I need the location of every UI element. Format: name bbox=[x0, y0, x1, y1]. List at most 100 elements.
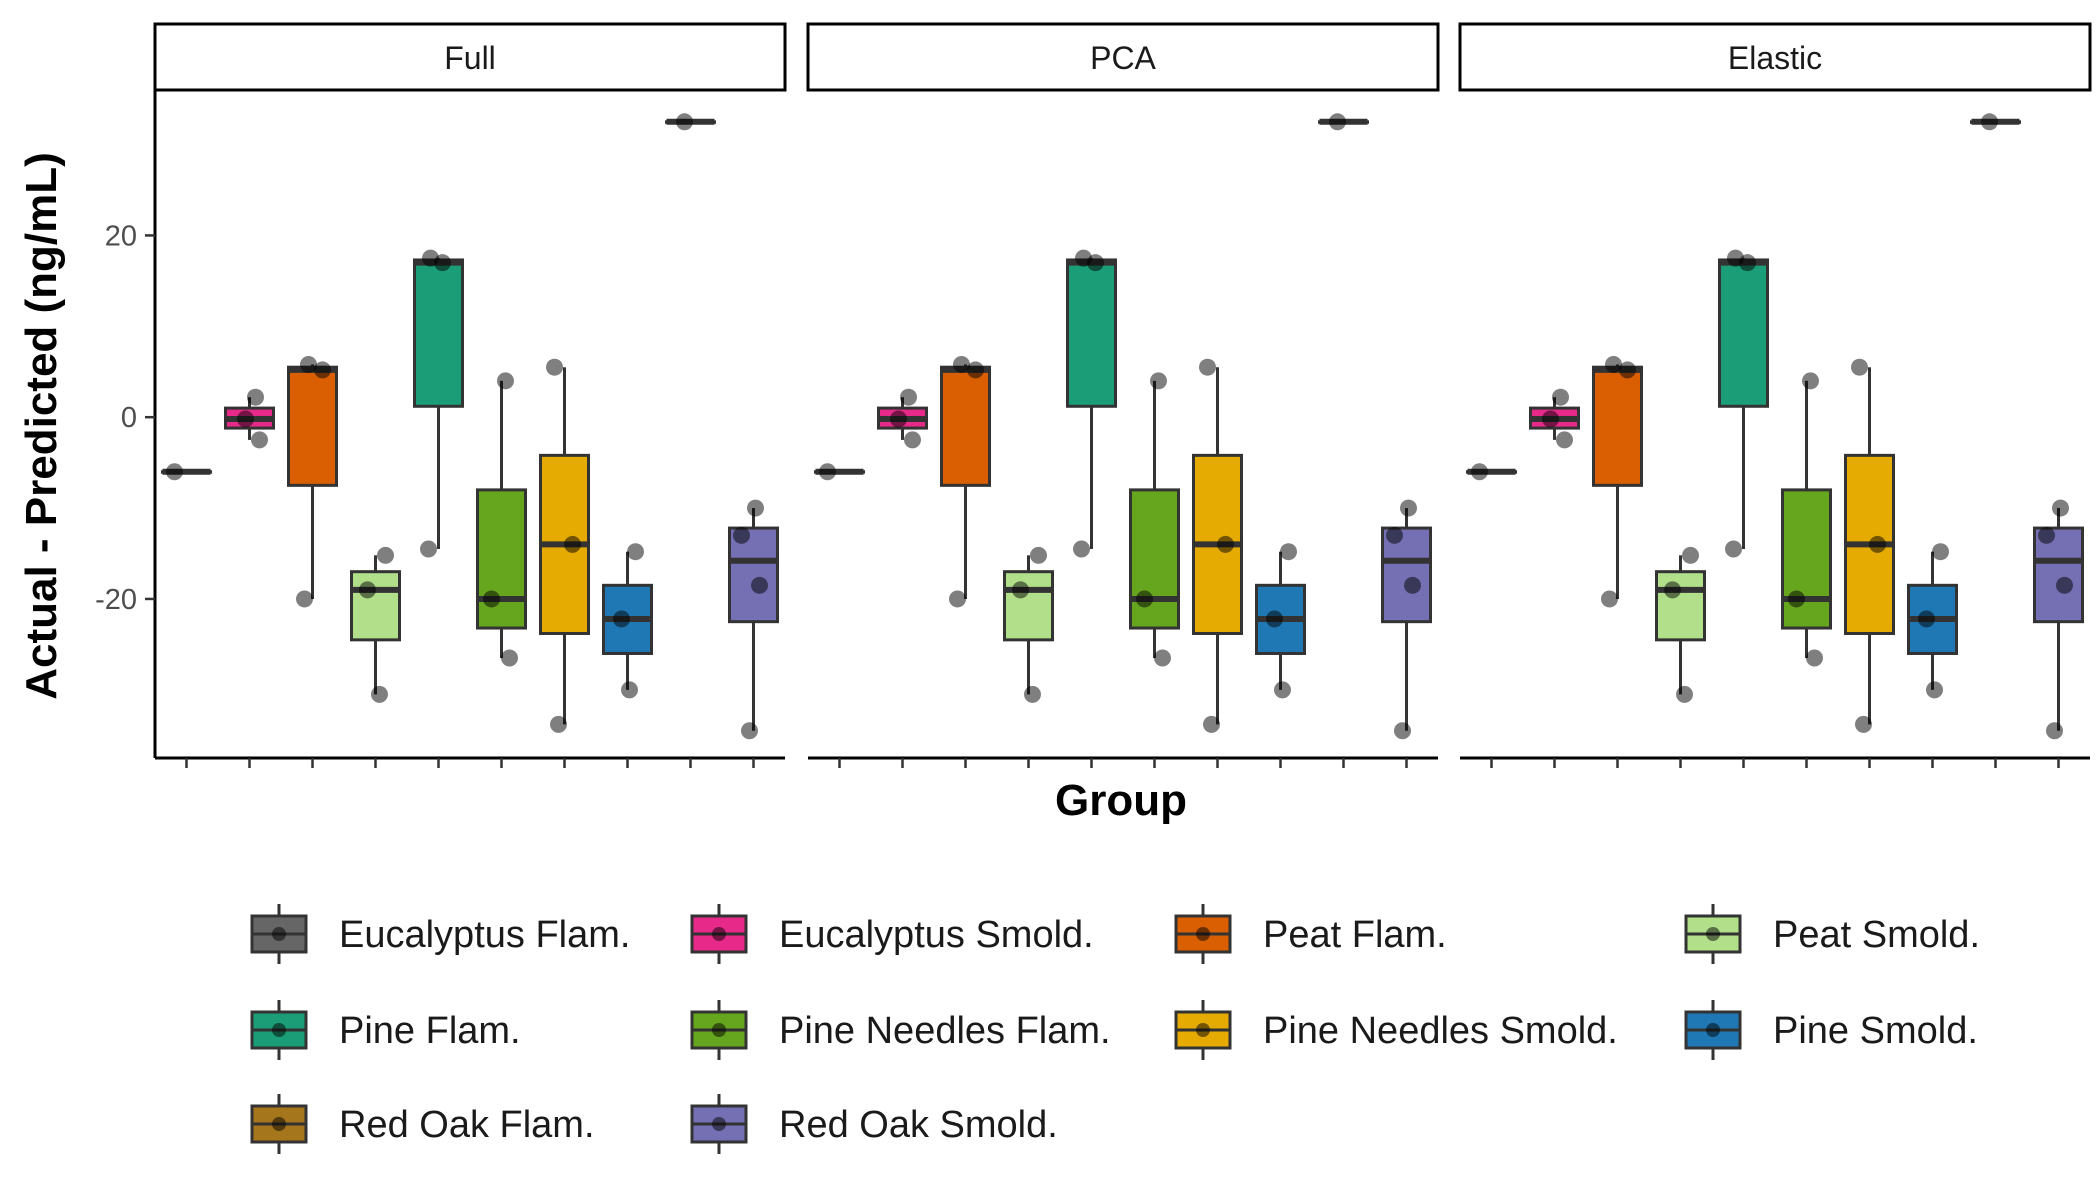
legend-key-point bbox=[1706, 927, 1720, 941]
box-body bbox=[1718, 258, 1769, 408]
box-eucalyptus-smold bbox=[1529, 388, 1580, 768]
legend-key-point bbox=[712, 927, 726, 941]
box-pine-needles-flam bbox=[476, 372, 527, 768]
data-point bbox=[1806, 649, 1823, 667]
data-point bbox=[550, 715, 567, 733]
box-body bbox=[1381, 526, 1432, 624]
data-point bbox=[751, 576, 768, 594]
y-tick-label: 20 bbox=[105, 220, 137, 252]
legend-key-point bbox=[1196, 1023, 1210, 1037]
data-point bbox=[371, 685, 388, 703]
box-body bbox=[287, 365, 338, 487]
data-point bbox=[890, 410, 907, 428]
box-pine-needles-flam bbox=[1129, 372, 1180, 768]
box-red-oak-smold bbox=[728, 499, 779, 768]
data-point bbox=[2056, 576, 2073, 594]
data-point bbox=[1851, 358, 1868, 376]
data-point bbox=[1556, 431, 1573, 449]
legend-item: Eucalyptus Smold. bbox=[690, 904, 1094, 964]
data-point bbox=[621, 681, 638, 699]
box-eucalyptus-smold bbox=[224, 388, 275, 768]
box-body bbox=[413, 258, 464, 408]
box-eucalyptus-smold bbox=[877, 388, 928, 768]
box-eucalyptus-flam bbox=[161, 463, 212, 768]
data-point bbox=[2046, 722, 2063, 740]
box-eucalyptus-flam bbox=[1466, 463, 1517, 768]
box-red-oak-flam bbox=[1970, 113, 2021, 768]
data-point bbox=[627, 543, 644, 561]
box-pine-smold bbox=[602, 543, 653, 768]
data-point bbox=[1918, 610, 1935, 628]
legend-key-point bbox=[1196, 927, 1210, 941]
box-red-oak-smold bbox=[1381, 499, 1432, 768]
facet-strip bbox=[806, 22, 1440, 92]
data-point bbox=[497, 372, 514, 390]
facet-panels: Full -20 0 20 PCA Elastic bbox=[95, 22, 2092, 768]
facet-strip-label: Elastic bbox=[1728, 40, 1822, 76]
data-point bbox=[1788, 590, 1805, 608]
box-peat-smold bbox=[350, 546, 401, 768]
data-point bbox=[613, 610, 630, 628]
data-point bbox=[676, 113, 693, 131]
legend-key-point bbox=[272, 1023, 286, 1037]
legend-key-point bbox=[1706, 1023, 1720, 1037]
data-point bbox=[1542, 410, 1559, 428]
data-point bbox=[1386, 526, 1403, 544]
data-point bbox=[747, 499, 764, 517]
data-point bbox=[1682, 546, 1699, 564]
data-point bbox=[359, 581, 376, 599]
legend-item: Red Oak Smold. bbox=[690, 1094, 1058, 1154]
data-point bbox=[1471, 463, 1488, 481]
legend-item: Peat Flam. bbox=[1174, 904, 1447, 964]
data-point bbox=[420, 540, 437, 558]
data-point bbox=[741, 722, 758, 740]
data-point bbox=[1676, 685, 1693, 703]
data-point bbox=[2038, 526, 2055, 544]
box-body bbox=[728, 526, 779, 624]
data-point bbox=[1217, 535, 1234, 553]
data-point bbox=[819, 463, 836, 481]
box-peat-smold bbox=[1655, 546, 1706, 768]
box-pine-flam bbox=[1718, 249, 1769, 768]
y-axis-title: Actual - Predicted (ng/mL) bbox=[17, 152, 66, 700]
box-pine-needles-smold bbox=[1192, 358, 1243, 768]
facet-panel-elastic: Elastic bbox=[1458, 22, 2092, 768]
legend-item: Pine Flam. bbox=[250, 1000, 521, 1060]
data-point bbox=[904, 431, 921, 449]
box-body bbox=[1003, 570, 1054, 642]
data-point bbox=[237, 410, 254, 428]
data-point bbox=[1619, 361, 1636, 379]
facet-strip bbox=[153, 22, 787, 92]
legend-item: Eucalyptus Flam. bbox=[250, 904, 630, 964]
facet-strip-label: PCA bbox=[1090, 40, 1156, 76]
legend-key-point bbox=[712, 1117, 726, 1131]
data-point bbox=[1400, 499, 1417, 517]
legend-label: Pine Flam. bbox=[339, 1010, 521, 1052]
box-peat-flam bbox=[1592, 355, 1643, 768]
data-point bbox=[1030, 546, 1047, 564]
data-point bbox=[434, 254, 451, 272]
data-point bbox=[564, 535, 581, 553]
data-point bbox=[1739, 254, 1756, 272]
data-point bbox=[1869, 535, 1886, 553]
data-point bbox=[546, 358, 563, 376]
data-point bbox=[483, 590, 500, 608]
data-point bbox=[1087, 254, 1104, 272]
box-body bbox=[350, 570, 401, 642]
data-point bbox=[1802, 372, 1819, 390]
data-point bbox=[314, 361, 331, 379]
data-point bbox=[1266, 610, 1283, 628]
data-point bbox=[1601, 590, 1618, 608]
data-point bbox=[1136, 590, 1153, 608]
legend-key-point bbox=[272, 927, 286, 941]
data-point bbox=[501, 649, 518, 667]
box-eucalyptus-flam bbox=[814, 463, 865, 768]
data-point bbox=[166, 463, 183, 481]
legend-key-point bbox=[272, 1117, 286, 1131]
box-red-oak-flam bbox=[665, 113, 716, 768]
box-pine-flam bbox=[1066, 249, 1117, 768]
data-point bbox=[296, 590, 313, 608]
box-peat-flam bbox=[940, 355, 991, 768]
y-tick-label: -20 bbox=[95, 584, 137, 616]
